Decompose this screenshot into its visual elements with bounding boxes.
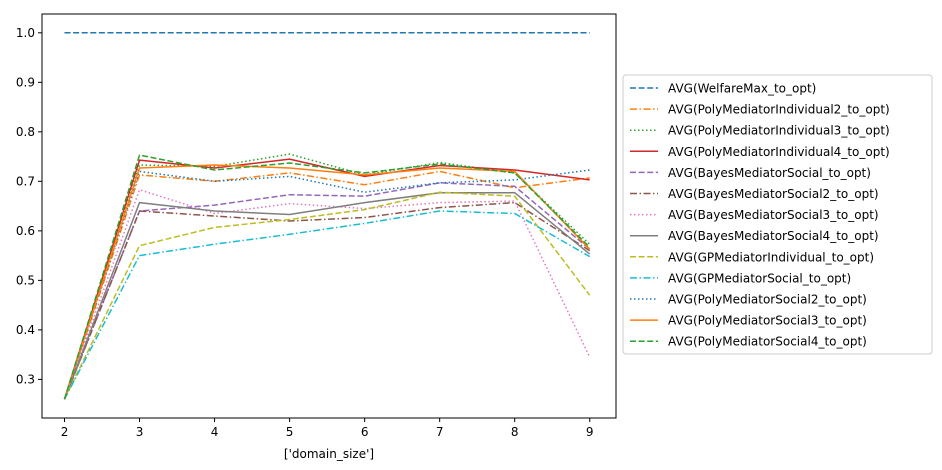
x-tick-label: 4 bbox=[211, 425, 219, 439]
legend-label: AVG(BayesMediatorSocial_to_opt) bbox=[668, 166, 871, 180]
y-tick-label: 0.6 bbox=[16, 224, 35, 238]
legend: AVG(WelfareMax_to_opt) AVG(PolyMediatorIn… bbox=[622, 74, 933, 355]
x-tick-label: 3 bbox=[136, 425, 144, 439]
legend-label: AVG(GPMediatorSocial_to_opt) bbox=[668, 271, 851, 285]
x-tick-label: 6 bbox=[361, 425, 369, 439]
legend-label: AVG(BayesMediatorSocial4_to_opt) bbox=[668, 229, 879, 243]
legend-items: AVG(WelfareMax_to_opt) AVG(PolyMediatorIn… bbox=[630, 82, 890, 349]
legend-label: AVG(PolyMediatorIndividual4_to_opt) bbox=[668, 145, 890, 159]
x-tick-label: 2 bbox=[61, 425, 69, 439]
y-tick-label: 0.7 bbox=[16, 174, 35, 188]
y-tick-label: 0.4 bbox=[16, 323, 35, 337]
y-axis-ticks: 0.3 0.4 0.5 0.6 0.7 0.8 0.9 1.0 bbox=[16, 26, 42, 386]
legend-label: AVG(PolyMediatorSocial2_to_opt) bbox=[668, 293, 867, 307]
x-tick-label: 9 bbox=[586, 425, 594, 439]
legend-label: AVG(WelfareMax_to_opt) bbox=[668, 82, 816, 96]
y-tick-label: 0.8 bbox=[16, 125, 35, 139]
y-tick-label: 0.3 bbox=[16, 372, 35, 386]
series-line-2 bbox=[63, 170, 590, 400]
legend-label: AVG(PolyMediatorIndividual2_to_opt) bbox=[668, 103, 890, 117]
series-line-9 bbox=[63, 191, 591, 400]
legend-label: AVG(BayesMediatorSocial3_to_opt) bbox=[668, 208, 879, 222]
series-line-5 bbox=[63, 182, 591, 400]
legend-label: AVG(PolyMediatorSocial4_to_opt) bbox=[668, 335, 867, 349]
series-line-4 bbox=[63, 158, 590, 400]
legend-label: AVG(GPMediatorIndividual_to_opt) bbox=[668, 250, 874, 264]
legend-label: AVG(PolyMediatorSocial3_to_opt) bbox=[668, 314, 867, 328]
plot-frame bbox=[41, 13, 617, 419]
y-tick-label: 1.0 bbox=[16, 26, 35, 40]
x-tick-label: 8 bbox=[511, 425, 519, 439]
x-axis-label: ['domain_size'] bbox=[284, 447, 374, 461]
series-line-8 bbox=[63, 191, 591, 400]
legend-box bbox=[622, 74, 933, 355]
x-axis-ticks: 2 3 4 5 6 7 8 9 bbox=[61, 418, 594, 439]
series-layer bbox=[63, 32, 591, 400]
y-tick-label: 0.5 bbox=[16, 273, 35, 287]
y-tick-label: 0.9 bbox=[16, 75, 35, 89]
x-tick-label: 7 bbox=[436, 425, 444, 439]
legend-label: AVG(PolyMediatorIndividual3_to_opt) bbox=[668, 124, 890, 138]
legend-label: AVG(BayesMediatorSocial2_to_opt) bbox=[668, 187, 879, 201]
series-line-13 bbox=[63, 154, 591, 400]
x-tick-label: 5 bbox=[286, 425, 294, 439]
series-line-10 bbox=[63, 210, 591, 400]
series-line-11 bbox=[63, 169, 590, 400]
